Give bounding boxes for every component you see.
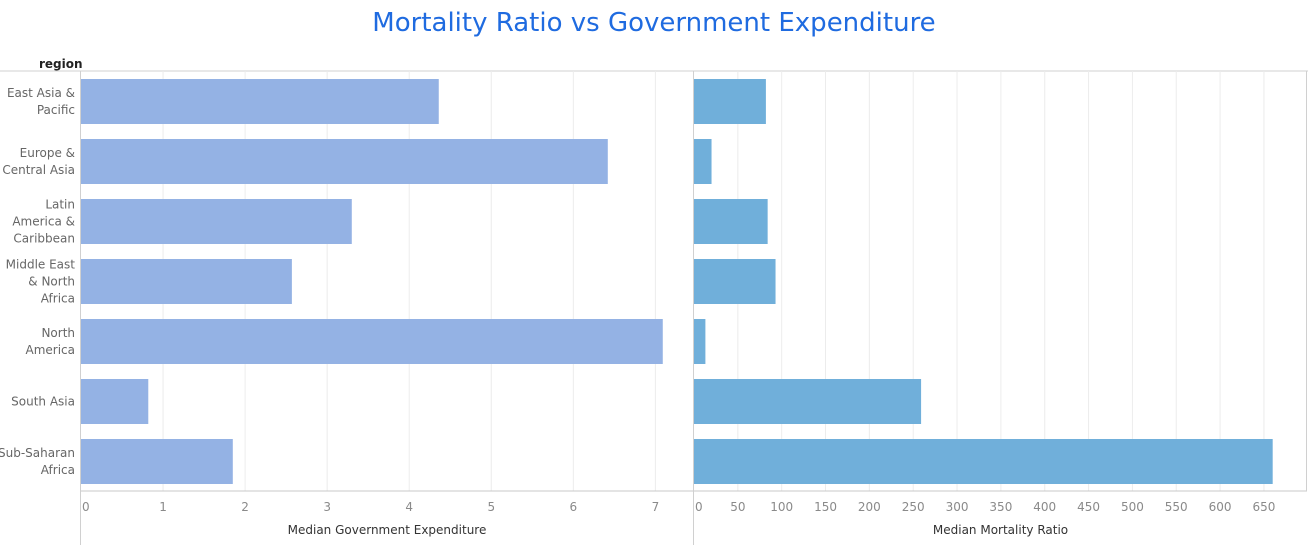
x-axis-title-panel2: Median Mortality Ratio <box>933 523 1068 537</box>
x-tick-label-panel1-2: 2 <box>241 500 249 514</box>
bar-panel1-3 <box>81 199 352 244</box>
x-tick-label-panel2-6: 300 <box>946 500 969 514</box>
bar-panel1-1 <box>81 79 439 124</box>
bar-panel1-4 <box>81 259 292 304</box>
bar-panel1-6 <box>81 379 149 424</box>
category-label-7-line-2: Africa <box>41 463 75 477</box>
x-tick-label-panel1-6: 6 <box>570 500 578 514</box>
chart-title: Mortality Ratio vs Government Expenditur… <box>372 8 936 38</box>
category-label-6-line-1: South Asia <box>11 395 75 409</box>
category-label-4-line-2: & North <box>28 275 75 289</box>
bar-panel2-6 <box>694 379 922 424</box>
category-label-4-line-1: Middle East <box>6 258 76 272</box>
category-label-2-line-1: Europe & <box>20 146 75 160</box>
bar-panel1-5 <box>81 319 663 364</box>
x-tick-label-panel1-1: 1 <box>159 500 167 514</box>
x-tick-label-panel2-4: 200 <box>858 500 881 514</box>
x-tick-label-panel2-10: 500 <box>1121 500 1144 514</box>
x-tick-label-panel2-2: 100 <box>770 500 793 514</box>
bar-panel2-7 <box>694 439 1273 484</box>
x-tick-label-panel2-3: 150 <box>814 500 837 514</box>
bar-panel2-5 <box>694 319 706 364</box>
category-label-3-line-3: Caribbean <box>13 232 75 246</box>
x-tick-label-panel2-7: 350 <box>989 500 1012 514</box>
x-tick-label-panel2-13: 650 <box>1252 500 1275 514</box>
category-label-4-line-3: Africa <box>41 292 75 306</box>
x-tick-label-panel2-12: 600 <box>1209 500 1232 514</box>
x-tick-label-panel1-7: 7 <box>652 500 660 514</box>
category-label-1-line-2: Pacific <box>37 103 75 117</box>
category-label-1-line-1: East Asia & <box>7 86 75 100</box>
x-tick-label-panel2-8: 400 <box>1033 500 1056 514</box>
bar-panel1-7 <box>81 439 233 484</box>
x-tick-label-panel2-1: 50 <box>730 500 745 514</box>
bar-panel2-2 <box>694 139 712 184</box>
category-label-5-line-1: North <box>41 326 75 340</box>
x-tick-label-panel2-5: 250 <box>902 500 925 514</box>
x-tick-label-panel2-11: 550 <box>1165 500 1188 514</box>
category-label-3-line-2: America & <box>12 215 75 229</box>
x-tick-label-panel2-9: 450 <box>1077 500 1100 514</box>
x-axis-title-panel1: Median Government Expenditure <box>288 523 487 537</box>
bar-panel2-1 <box>694 79 766 124</box>
bar-panel1-2 <box>81 139 608 184</box>
bar-panel2-4 <box>694 259 776 304</box>
row-dimension-header: region <box>39 57 83 71</box>
x-tick-label-panel1-0: 0 <box>82 500 90 514</box>
category-label-5-line-2: America <box>26 343 76 357</box>
category-label-3-line-1: Latin <box>45 198 75 212</box>
x-tick-label-panel1-5: 5 <box>487 500 495 514</box>
x-tick-label-panel1-3: 3 <box>323 500 331 514</box>
category-label-7-line-1: Sub-Saharan <box>0 446 75 460</box>
x-tick-label-panel2-0: 0 <box>695 500 703 514</box>
x-tick-label-panel1-4: 4 <box>405 500 413 514</box>
bar-panel2-3 <box>694 199 768 244</box>
category-label-2-line-2: Central Asia <box>2 163 75 177</box>
